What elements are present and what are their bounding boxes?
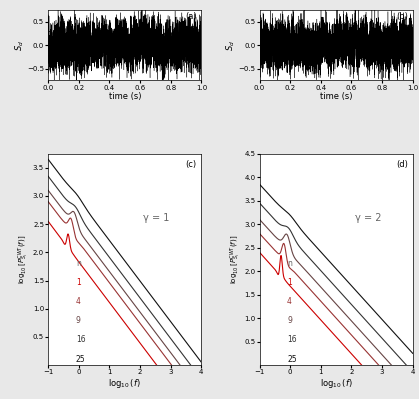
Y-axis label: $S_d$: $S_d$ [225,40,237,51]
Text: 25: 25 [76,355,85,363]
Text: (c): (c) [186,160,197,169]
Y-axis label: $\log_{10}[P^{CWT}_{S_i}(f)]$: $\log_{10}[P^{CWT}_{S_i}(f)]$ [229,235,243,284]
Text: 4: 4 [287,297,292,306]
Y-axis label: $S_d$: $S_d$ [13,40,26,51]
Y-axis label: $\log_{10}[P^{CWT}_{S_i}(f)]$: $\log_{10}[P^{CWT}_{S_i}(f)]$ [17,235,31,284]
X-axis label: time (s): time (s) [320,92,352,101]
X-axis label: time (s): time (s) [109,92,141,101]
Text: 16: 16 [76,336,85,344]
Text: γ = 2: γ = 2 [354,213,381,223]
X-axis label: $\log_{10}(f)$: $\log_{10}(f)$ [109,377,141,390]
Text: γ = 1: γ = 1 [143,213,170,223]
Text: 1: 1 [287,279,292,287]
Text: 25: 25 [287,355,297,363]
Text: n: n [76,259,80,269]
X-axis label: $\log_{10}(f)$: $\log_{10}(f)$ [320,377,352,390]
Text: (d): (d) [396,160,408,169]
Text: n: n [287,259,292,269]
Text: 9: 9 [76,316,80,326]
Text: 16: 16 [287,336,297,344]
Text: (a): (a) [185,12,197,21]
Text: 4: 4 [76,297,80,306]
Text: 1: 1 [76,279,80,287]
Text: (b): (b) [396,12,408,21]
Text: 9: 9 [287,316,292,326]
